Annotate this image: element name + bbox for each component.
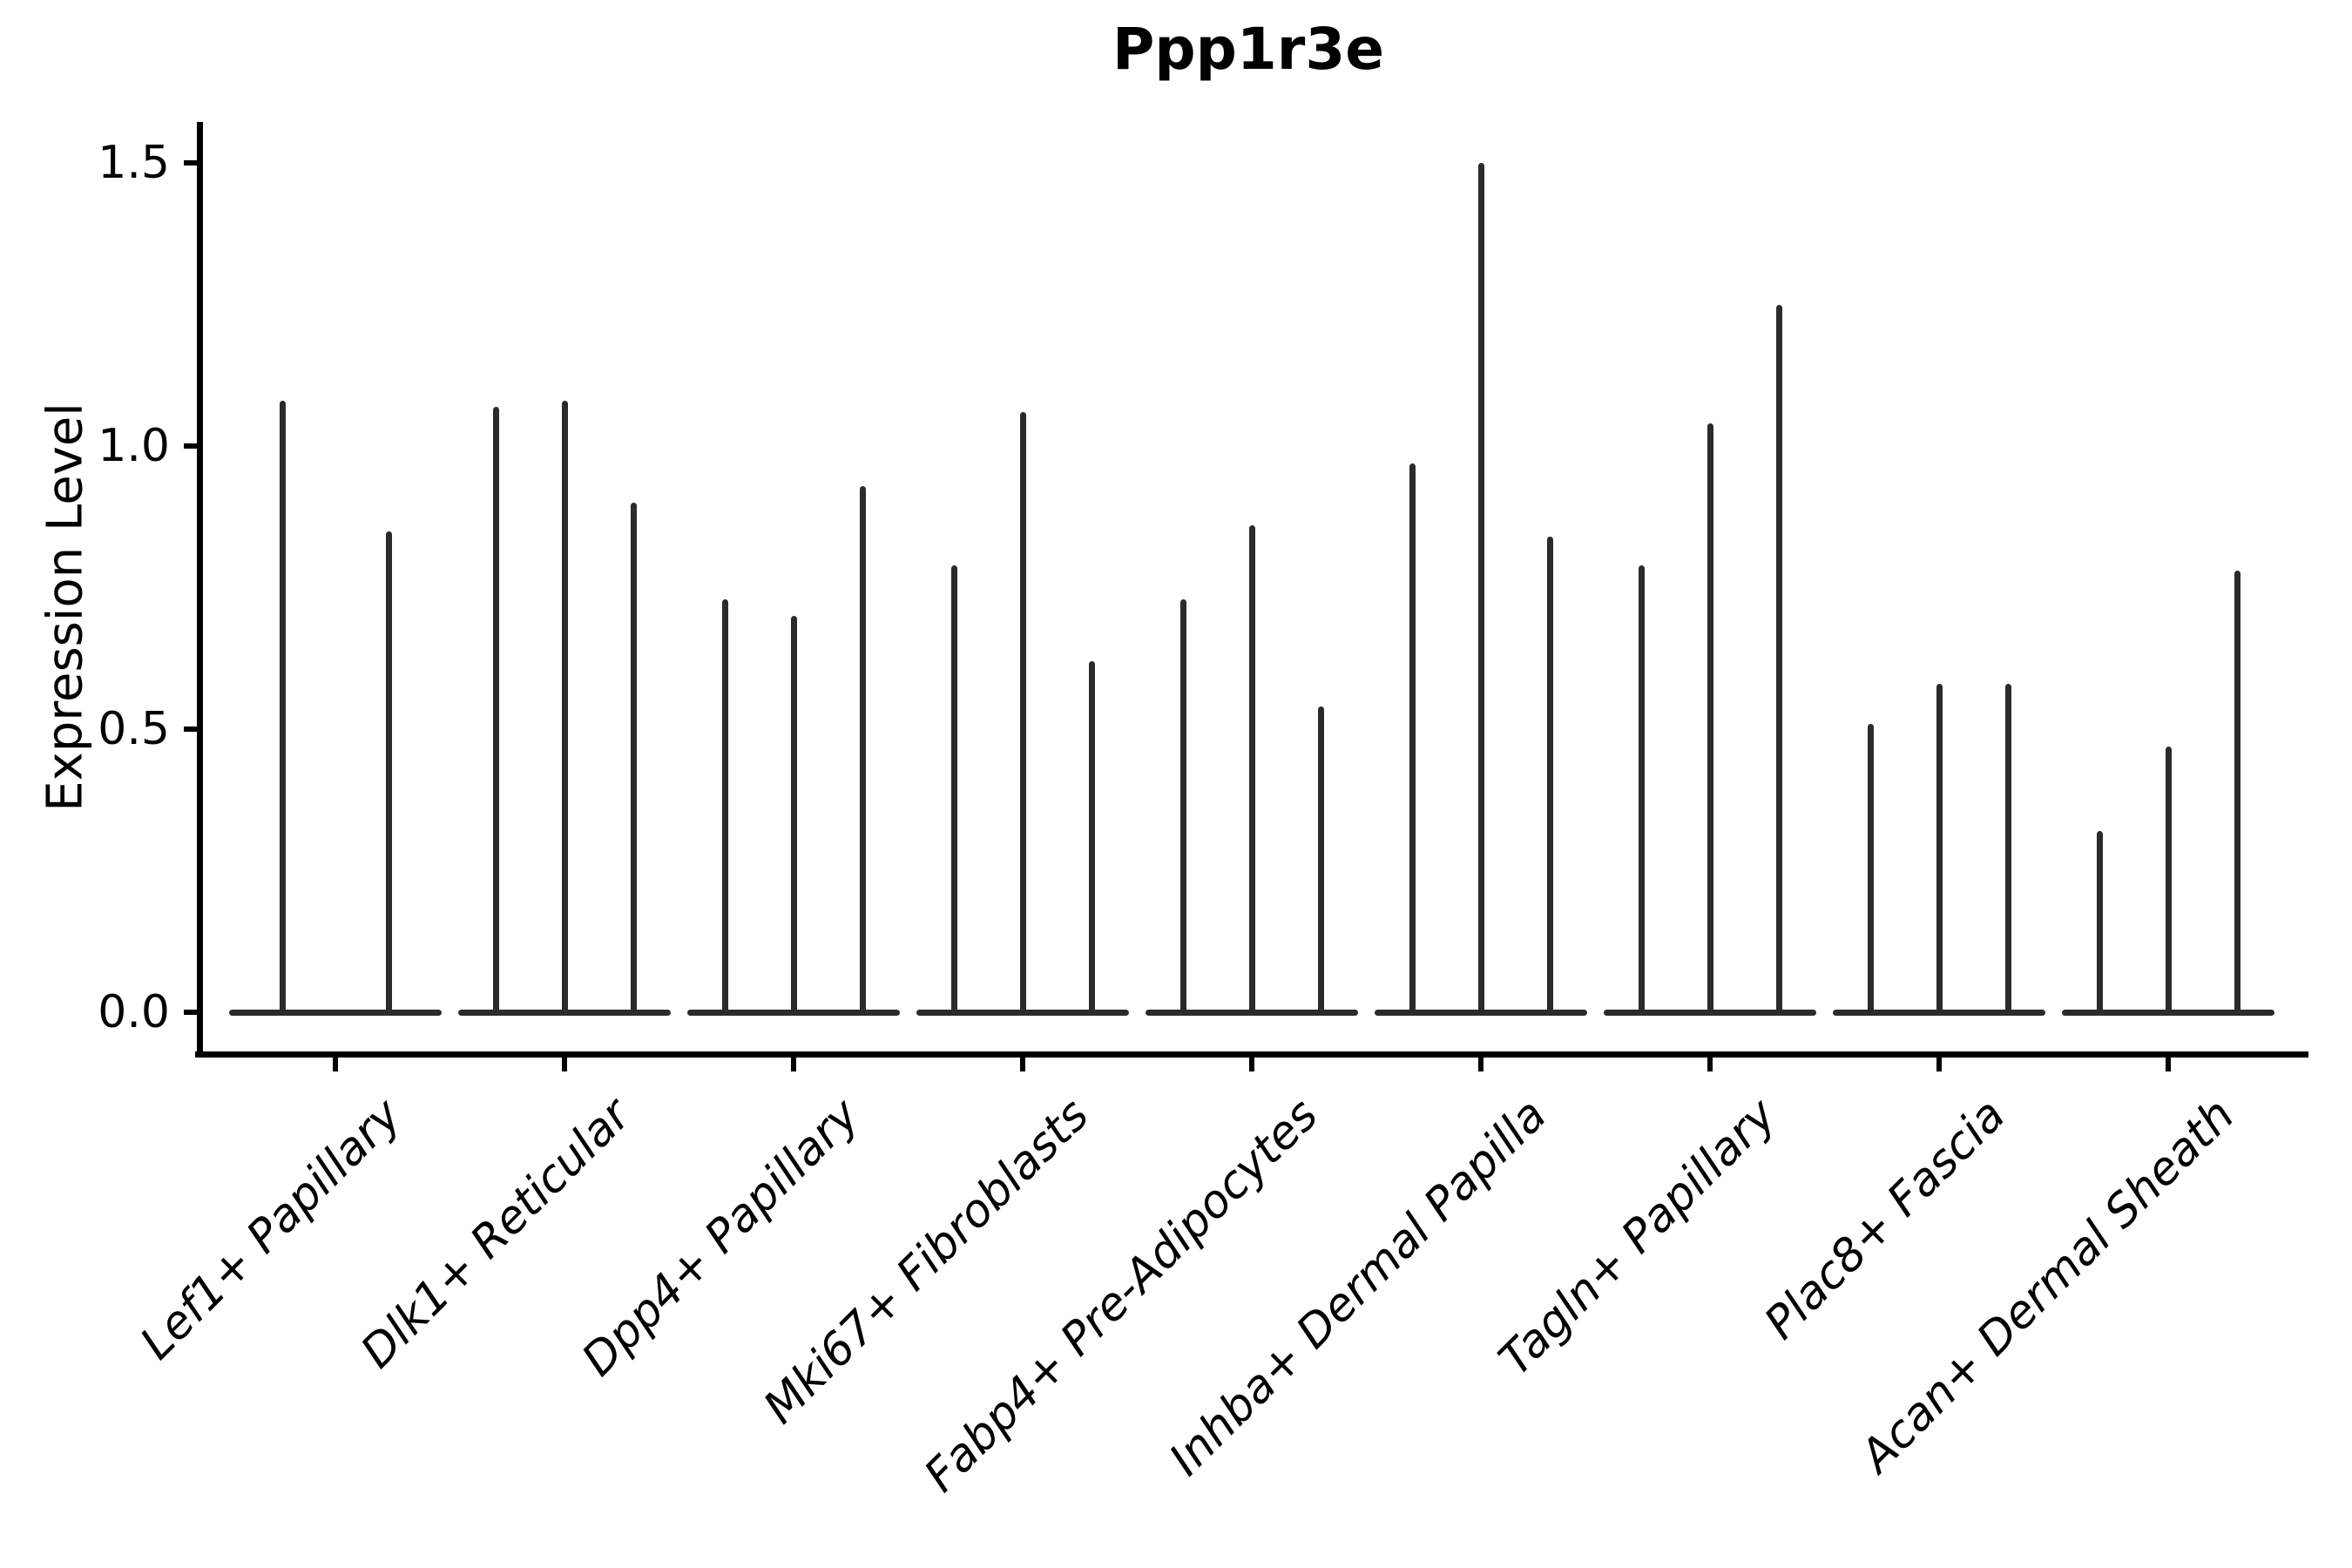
y-axis-spine — [197, 122, 203, 1058]
violin-spike — [561, 401, 568, 1015]
x-tick-label: Fabp4+ Pre-Adipocytes — [914, 1089, 1328, 1503]
violin-spike — [950, 564, 957, 1015]
x-tick-mark — [2166, 1057, 2171, 1071]
y-tick-label: 0.5 — [98, 703, 170, 755]
violin-spike — [1248, 525, 1255, 1015]
violin-spike — [1317, 706, 1324, 1015]
x-tick-label: Acan+ Dermal Sheath — [1850, 1089, 2245, 1483]
chart-title: Ppp1r3e — [1112, 16, 1385, 83]
violin-spike — [279, 401, 286, 1015]
y-tick-mark — [184, 160, 197, 166]
violin-spike — [1775, 304, 1782, 1015]
y-tick-label: 1.5 — [98, 137, 170, 189]
violin-spike — [1638, 564, 1645, 1015]
x-tick-mark — [791, 1057, 796, 1071]
violin-spike — [1867, 723, 1874, 1015]
violin-spike — [385, 531, 392, 1015]
x-tick-mark — [562, 1057, 567, 1071]
y-tick-mark — [184, 727, 197, 732]
violin-spike — [1707, 423, 1713, 1015]
y-tick-label: 1.0 — [98, 420, 170, 472]
violin-spike — [859, 485, 866, 1015]
y-tick-mark — [184, 1010, 197, 1015]
violin-spike — [2004, 684, 2011, 1015]
x-tick-label: Plac8+ Fascia — [1754, 1089, 2016, 1350]
violin-spike — [1546, 537, 1553, 1015]
violin-spike — [2234, 571, 2240, 1015]
violin-spike — [2096, 831, 2103, 1015]
violin-spike — [721, 598, 728, 1015]
y-tick-label: 0.0 — [98, 986, 170, 1038]
violin-spike — [1409, 463, 1416, 1015]
violin-spike — [1936, 684, 1943, 1015]
violin-spike — [492, 406, 499, 1015]
violin-spike — [630, 503, 637, 1015]
violin-spike — [790, 616, 797, 1015]
violin-spike — [1019, 412, 1026, 1015]
x-tick-mark — [333, 1057, 338, 1071]
x-tick-label: Inhba+ Dermal Papilla — [1159, 1089, 1558, 1486]
x-tick-mark — [1249, 1057, 1254, 1071]
x-tick-mark — [1936, 1057, 1942, 1071]
violin-spike — [2165, 746, 2172, 1015]
x-axis-spine — [195, 1051, 2308, 1058]
x-tick-mark — [1707, 1057, 1713, 1071]
violin-baseline — [229, 1010, 442, 1016]
violin-spike — [1179, 598, 1186, 1015]
x-tick-mark — [1020, 1057, 1025, 1071]
y-tick-mark — [184, 443, 197, 449]
violin-spike — [1477, 163, 1484, 1015]
x-tick-mark — [1478, 1057, 1484, 1071]
violin-spike — [1088, 661, 1095, 1015]
